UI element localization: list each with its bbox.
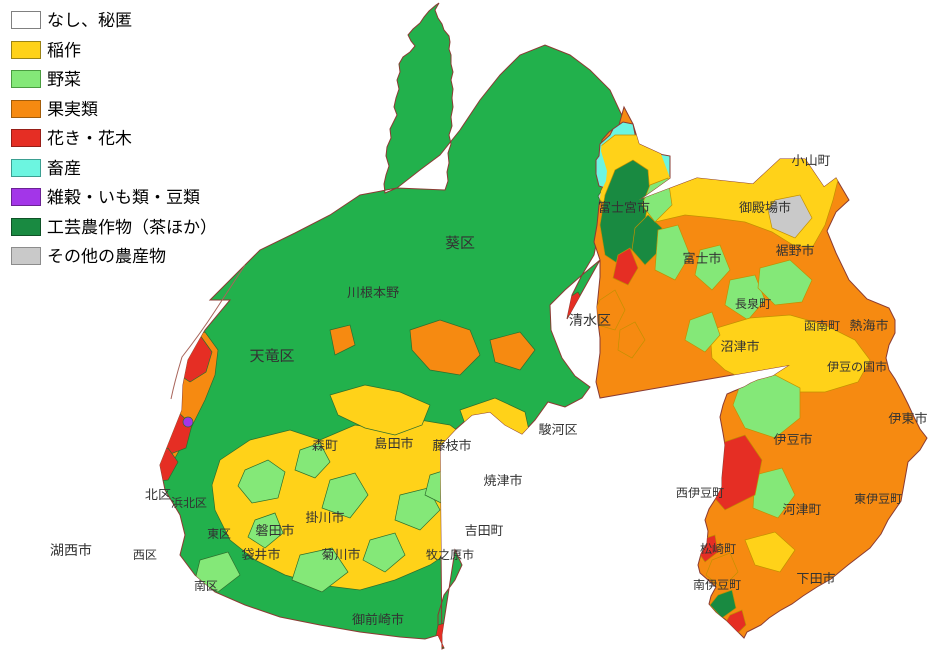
svg-text:磐田市: 磐田市 [255, 520, 294, 539]
svg-text:天竜区: 天竜区 [249, 345, 294, 366]
svg-text:伊東市: 伊東市 [888, 408, 927, 427]
svg-text:函南町: 函南町 [804, 317, 840, 334]
svg-text:熱海市: 熱海市 [849, 315, 888, 334]
svg-text:島田市: 島田市 [374, 433, 413, 452]
svg-text:東区: 東区 [207, 525, 231, 542]
svg-text:北区: 北区 [145, 484, 171, 503]
svg-text:掛川市: 掛川市 [305, 507, 344, 526]
svg-text:伊豆市: 伊豆市 [773, 429, 812, 448]
svg-text:藤枝市: 藤枝市 [432, 435, 471, 454]
svg-text:西区: 西区 [133, 546, 157, 563]
svg-text:葵区: 葵区 [445, 232, 475, 253]
svg-text:吉田町: 吉田町 [464, 520, 503, 539]
svg-text:御殿場市: 御殿場市 [739, 197, 791, 216]
svg-text:南伊豆町: 南伊豆町 [693, 576, 741, 593]
svg-text:伊豆の国市: 伊豆の国市 [827, 358, 887, 375]
svg-text:下田市: 下田市 [796, 568, 835, 587]
svg-text:南区: 南区 [194, 577, 218, 594]
svg-text:松崎町: 松崎町 [700, 540, 736, 557]
svg-text:裾野市: 裾野市 [775, 240, 814, 259]
svg-text:湖西市: 湖西市 [50, 540, 92, 560]
svg-text:袋井市: 袋井市 [241, 544, 280, 563]
svg-text:富士市: 富士市 [682, 248, 721, 267]
svg-text:清水区: 清水区 [569, 310, 611, 330]
svg-text:浜北区: 浜北区 [171, 494, 207, 511]
svg-text:東伊豆町: 東伊豆町 [854, 490, 902, 507]
svg-text:牧之原市: 牧之原市 [426, 546, 474, 563]
svg-text:富士宮市: 富士宮市 [598, 197, 650, 216]
svg-text:川根本野: 川根本野 [347, 282, 399, 301]
svg-text:河津町: 河津町 [782, 499, 821, 518]
svg-text:菊川市: 菊川市 [321, 544, 360, 563]
svg-text:長泉町: 長泉町 [735, 295, 771, 312]
svg-text:西伊豆町: 西伊豆町 [676, 484, 724, 501]
svg-text:駿河区: 駿河区 [538, 419, 577, 438]
svg-text:焼津市: 焼津市 [483, 470, 522, 489]
svg-text:御前崎市: 御前崎市 [352, 609, 404, 628]
svg-text:小山町: 小山町 [791, 150, 830, 169]
svg-text:沼津市: 沼津市 [720, 336, 759, 355]
svg-text:森町: 森町 [312, 435, 338, 454]
